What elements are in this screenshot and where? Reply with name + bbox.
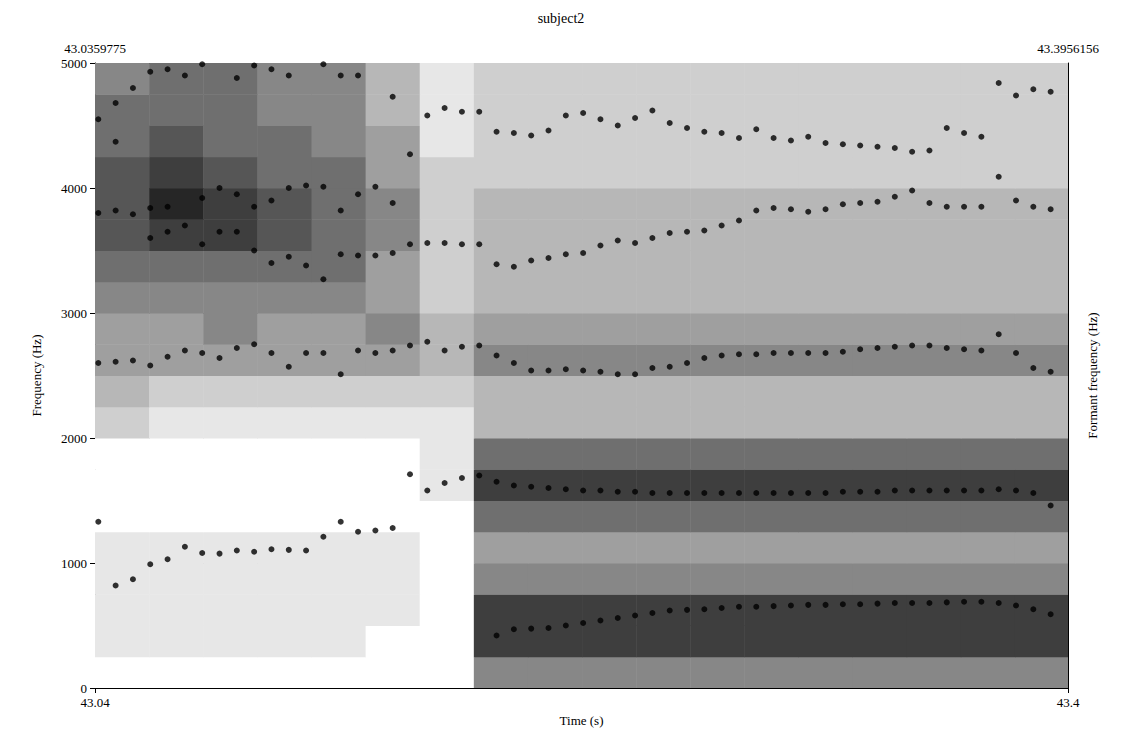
svg-text:0: 0: [81, 681, 88, 696]
svg-text:2000: 2000: [61, 431, 87, 446]
svg-text:43.0359775: 43.0359775: [64, 41, 126, 56]
svg-text:Frequency (Hz): Frequency (Hz): [29, 335, 44, 417]
svg-text:1000: 1000: [61, 556, 87, 571]
svg-text:subject2: subject2: [538, 11, 585, 26]
svg-text:4000: 4000: [61, 181, 87, 196]
svg-text:3000: 3000: [61, 306, 87, 321]
svg-text:43.3956156: 43.3956156: [1037, 41, 1099, 56]
svg-text:Formant frequency (Hz): Formant frequency (Hz): [1085, 312, 1100, 438]
svg-text:5000: 5000: [61, 56, 87, 71]
svg-text:43.4: 43.4: [1057, 695, 1080, 710]
svg-text:Time (s): Time (s): [560, 713, 604, 728]
svg-text:43.04: 43.04: [80, 695, 110, 710]
